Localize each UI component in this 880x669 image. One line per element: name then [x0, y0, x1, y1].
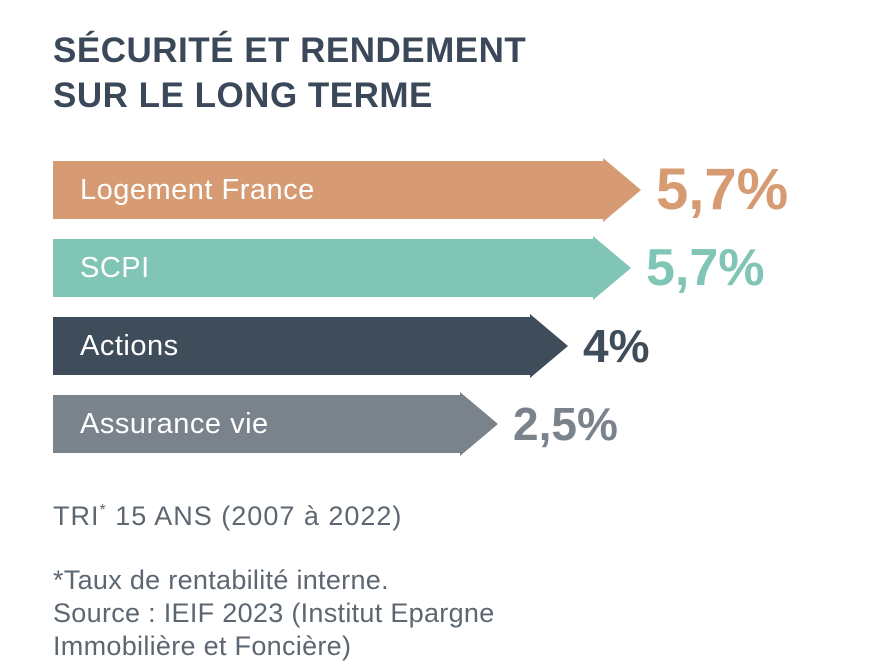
bar-label: Logement France: [80, 173, 315, 206]
bar-row-scpi: SCPI 5,7%: [53, 236, 880, 300]
chart-title-line1: SÉCURITÉ ET RENDEMENT: [53, 31, 527, 70]
caption-prefix: TRI: [53, 501, 100, 531]
bar-row-assurance-vie: Assurance vie 2,5%: [53, 392, 880, 456]
arrow-head-icon: [460, 392, 498, 456]
bar-shaft: Logement France: [53, 161, 603, 219]
bar-shaft: SCPI: [53, 239, 593, 297]
bar-label: SCPI: [80, 251, 150, 284]
source-footnote: *Taux de rentabilité interne. Source : I…: [53, 564, 880, 663]
bar-chart: Logement France 5,7% SCPI 5,7% Actions: [53, 158, 880, 456]
chart-period-caption: TRI* 15 ANS (2007 à 2022): [53, 500, 880, 532]
bar-arrow: SCPI: [53, 236, 631, 300]
arrow-head-icon: [603, 158, 641, 222]
bar-label: Actions: [80, 329, 179, 362]
bar-arrow: Logement France: [53, 158, 641, 222]
bar-value: 2,5%: [513, 398, 618, 450]
bar-value: 5,7%: [646, 239, 765, 297]
bar-shaft: Assurance vie: [53, 395, 460, 453]
footnote-line2: Source : IEIF 2023 (Institut Epargne: [53, 598, 495, 628]
bar-value: 4%: [583, 320, 650, 372]
chart-title-line2: SUR LE LONG TERME: [53, 76, 433, 115]
arrow-head-icon: [593, 236, 631, 300]
caption-asterisk: *: [99, 502, 107, 519]
bar-arrow: Assurance vie: [53, 392, 498, 456]
arrow-head-icon: [530, 314, 568, 378]
bar-value: 5,7%: [656, 157, 789, 222]
caption-rest: 15 ANS (2007 à 2022): [106, 501, 403, 531]
bar-arrow: Actions: [53, 314, 568, 378]
bar-row-logement-france: Logement France 5,7%: [53, 158, 880, 222]
footnote-line1: *Taux de rentabilité interne.: [53, 565, 389, 595]
bar-row-actions: Actions 4%: [53, 314, 880, 378]
footnote-line3: Immobilière et Foncière): [53, 631, 352, 661]
chart-title: SÉCURITÉ ET RENDEMENT SUR LE LONG TERME: [53, 28, 880, 118]
bar-label: Assurance vie: [80, 407, 269, 440]
bar-shaft: Actions: [53, 317, 530, 375]
